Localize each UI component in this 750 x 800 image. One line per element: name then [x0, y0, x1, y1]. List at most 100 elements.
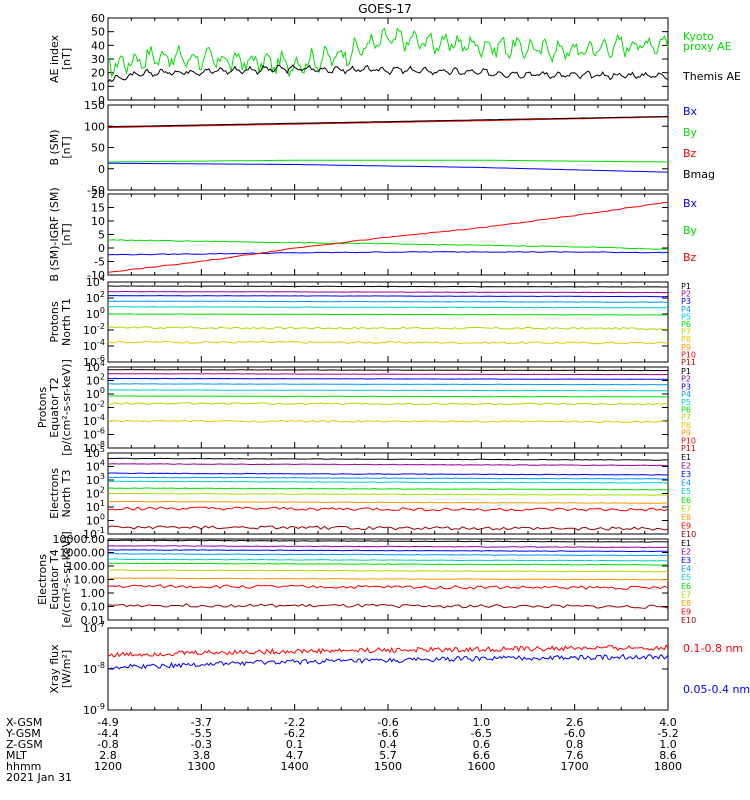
- series-line: [107, 162, 669, 173]
- series-line: [108, 290, 669, 294]
- series-line: [108, 476, 669, 480]
- y-axis-label: AE index[nT]: [48, 34, 73, 83]
- series-line: [107, 603, 669, 609]
- footer-value: -6.0: [564, 727, 585, 740]
- legend-entry: Bx: [683, 197, 698, 210]
- footer-value: 1400: [281, 760, 309, 773]
- y-axis-label: ProtonsEquator T2[p/(cm²-s-sr-keV)]: [36, 359, 73, 456]
- footer-value: 1600: [467, 760, 495, 773]
- legend-entry: P2: [681, 375, 691, 384]
- footer-value: -2.2: [284, 716, 305, 729]
- y-tick-label: 10-8: [83, 661, 105, 676]
- legend-entry: P6: [681, 320, 691, 329]
- series-group: [107, 27, 669, 83]
- series-line: [107, 239, 669, 250]
- footer-value: -3.7: [191, 716, 212, 729]
- panel-frame: [107, 627, 669, 711]
- series-line: [108, 306, 669, 309]
- legend-entry: E3: [681, 470, 691, 479]
- series-line: [107, 201, 669, 273]
- y-tick-label: -50: [87, 184, 105, 197]
- y-tick-label: 10: [91, 215, 105, 228]
- footer-value: -0.6: [377, 716, 398, 729]
- series-group: [107, 457, 669, 531]
- series-line: [107, 584, 669, 590]
- footer-row-label: hhmm: [6, 760, 41, 773]
- series-line: [107, 463, 669, 467]
- footer-value: 0.4: [379, 738, 397, 751]
- legend-entry: Themis AE: [682, 70, 741, 83]
- y-tick-label: 30: [91, 53, 105, 66]
- series-line: [107, 492, 669, 496]
- series-line: [107, 506, 669, 512]
- legend-entry: E10: [681, 530, 696, 539]
- series-line: [107, 644, 669, 658]
- y-axis-label: B (SM)[nT]: [48, 129, 73, 165]
- y-tick-label: -5: [94, 256, 105, 269]
- series-group: [107, 644, 669, 670]
- legend-entry: By: [683, 224, 698, 237]
- series-line: [108, 294, 669, 298]
- y-tick-label: 5: [98, 229, 105, 242]
- y-axis-label: B (SM)-IGRF (SM)[nT]: [48, 187, 73, 281]
- series-line: [107, 377, 669, 380]
- y-tick-label: 10.00: [74, 574, 106, 587]
- y-tick-label: 104: [86, 274, 105, 289]
- legend-entry: E8: [681, 513, 691, 522]
- y-tick-label: 0: [98, 94, 105, 107]
- legend-entry: E3: [681, 556, 691, 565]
- y-axis-label: ProtonsNorth T1: [48, 298, 73, 346]
- footer-row-label: 2021 Jan 31: [6, 771, 72, 784]
- series-line: [107, 383, 669, 386]
- series-line: [107, 300, 668, 303]
- legend-entry: P11: [681, 358, 696, 367]
- y-tick-label: 0.10: [81, 601, 106, 614]
- legend-entry: Bz: [683, 251, 697, 264]
- footer-value: 3.8: [193, 749, 211, 762]
- plot-title: GOES-17: [358, 2, 412, 16]
- footer-value: -6.6: [377, 727, 398, 740]
- footer-value: -4.9: [97, 716, 118, 729]
- series-line: [107, 313, 669, 316]
- series-line: [107, 480, 669, 484]
- legend-entry: E1: [681, 453, 691, 462]
- y-tick-label: 0.01: [81, 614, 106, 627]
- footer-value: -0.8: [97, 738, 118, 751]
- y-tick-label: 0: [98, 242, 105, 255]
- panel-b_sm: -50 0 50 100 150 B (SM)[nT] Bx By Bz Bmag: [48, 99, 715, 197]
- legend-entry: E5: [681, 573, 691, 582]
- y-tick-label: 50: [91, 142, 105, 155]
- legend-entry: P4: [681, 305, 691, 314]
- series-line: [107, 558, 669, 562]
- series-line: [107, 64, 669, 83]
- footer-value: 0.6: [473, 738, 491, 751]
- y-tick-label: 102: [86, 290, 105, 305]
- footer-value: 2.6: [566, 716, 584, 729]
- series-line: [107, 419, 669, 424]
- series-line: [107, 27, 669, 78]
- series-group: [107, 369, 669, 424]
- legend-entry: E6: [681, 582, 691, 591]
- series-line: [107, 569, 669, 573]
- legend-entry: P7: [681, 413, 691, 422]
- y-tick-label: 40: [91, 39, 105, 52]
- series-line: [107, 326, 669, 331]
- panel-e_t4: 0.010.101.0010.00100.001000.0010000.00El…: [36, 531, 696, 627]
- y-axis-label: Xray flux[W/m²]: [48, 644, 73, 694]
- legend-entry: P9: [681, 343, 691, 352]
- footer-value: 1500: [374, 760, 402, 773]
- series-line: [107, 340, 669, 345]
- legend-entry: P9: [681, 429, 691, 438]
- series-line: [108, 402, 669, 406]
- y-tick-label: 15: [91, 202, 105, 215]
- footer-row-label: Z-GSM: [6, 738, 43, 751]
- legend-entry: P2: [681, 290, 691, 299]
- legend: Bx By Bz: [683, 197, 698, 264]
